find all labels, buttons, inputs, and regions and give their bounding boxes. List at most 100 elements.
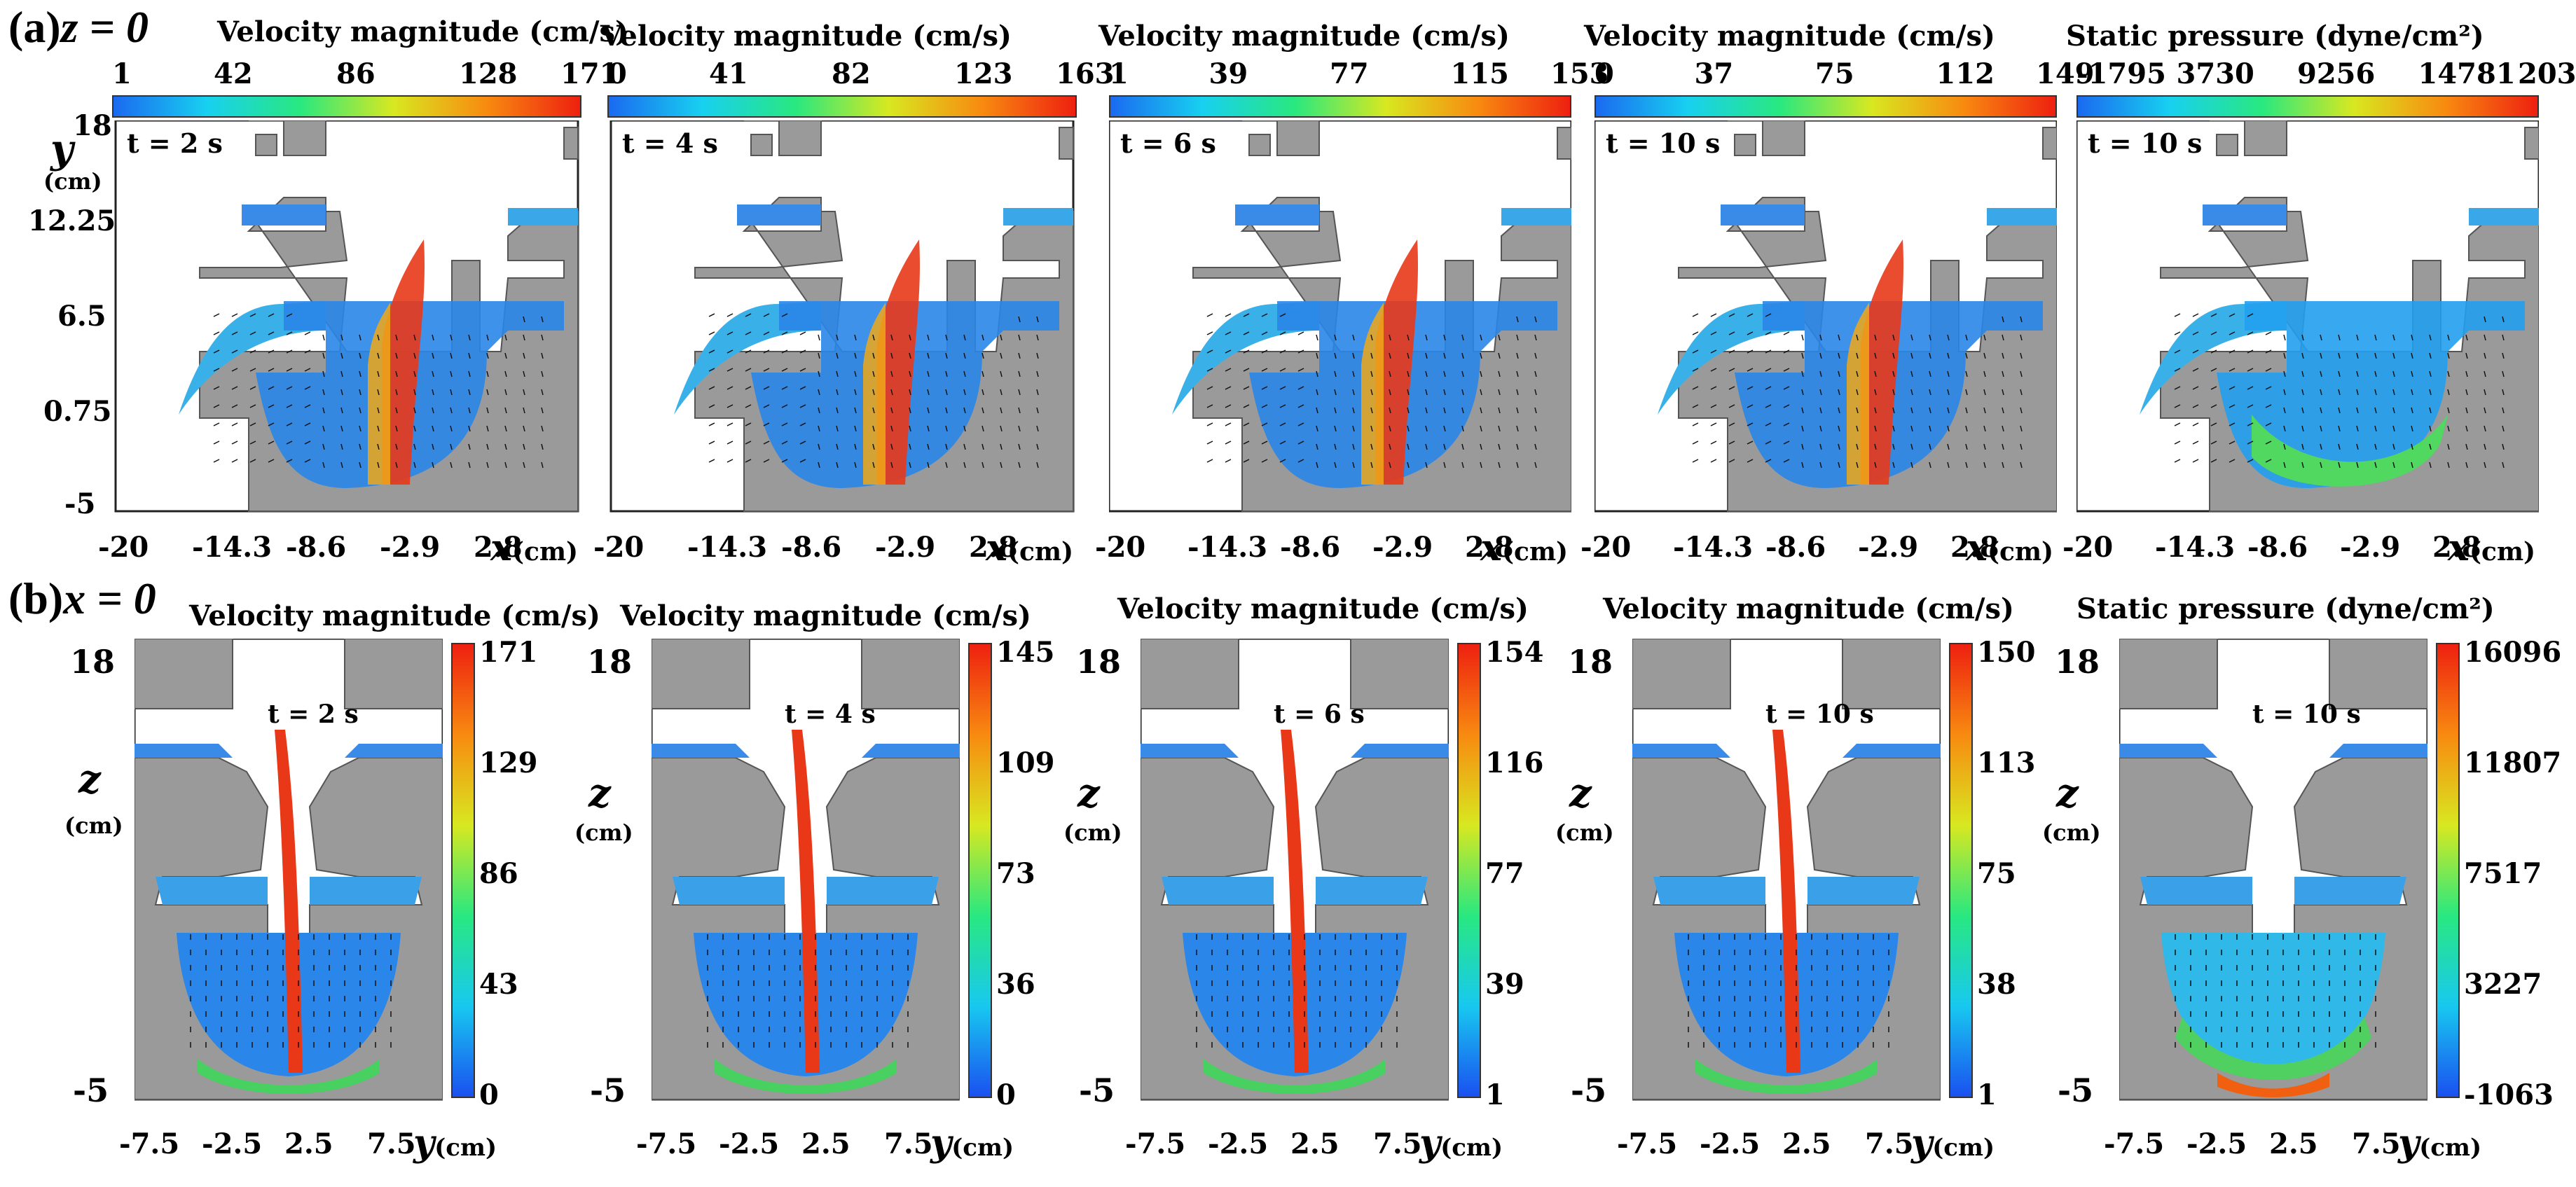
row-a-panel-3-colorbar <box>1109 95 1571 118</box>
row-a-panel-5-x-axis-label: x(cm) <box>2448 527 2535 569</box>
row-a-panel-1-x-tick-0: -20 <box>98 531 149 564</box>
row-b-panel-3-y-axis-label: y(cm) <box>1419 1122 1503 1165</box>
row-b-panel-1-y-axis-unit: (cm) <box>434 1134 497 1162</box>
row-a-panel-3-scale-label-1: 39 <box>1208 57 1248 90</box>
row-a-panel-5-x-tick-3: -2.9 <box>2340 531 2401 564</box>
row-b-label-text: (b) <box>8 574 64 623</box>
row-b-panel-5-scale-label-2: 7517 <box>2464 857 2542 890</box>
row-b-panel-1-fluid-field <box>135 730 443 1094</box>
row-b-panel-3-y-tick-3: 7.5 <box>1373 1127 1422 1160</box>
row-b-panel-2-scale-label-3: 36 <box>996 968 1035 1001</box>
row-a-panel-3-colorbar-title: Velocity magnitude (cm/s) <box>1098 20 1510 53</box>
row-a-y-axis-unit: (cm) <box>43 168 102 195</box>
row-a-panel-2-x-axis-unit: (cm) <box>1007 537 1074 567</box>
row-b-panel-3-time-label: t = 6 s <box>1274 700 1365 729</box>
row-b-panel-4-scale-label-1: 113 <box>1977 747 2036 779</box>
row-a-panel-5-contour-plot: t = 10 s <box>2076 120 2539 513</box>
row-a-panel-1-x-tick-2: -8.6 <box>286 531 347 564</box>
row-b-panel-5-colorbar-title: Static pressure (dyne/cm²) <box>2076 592 2495 625</box>
row-b-panel-5-z-axis-unit: (cm) <box>2042 819 2101 846</box>
row-b-panel-4-scale-label-0: 150 <box>1977 636 2036 669</box>
row-b-panel-4-scale-label-3: 38 <box>1977 968 2016 1001</box>
row-a-panel-4-x-axis-symbol: x <box>1966 527 1988 569</box>
row-b-panel-2-time-label: t = 4 s <box>785 700 876 729</box>
row-a-panel-1-x-tick-1: -14.3 <box>192 531 273 564</box>
row-b-panel-3-scale-label-0: 154 <box>1485 636 1544 669</box>
row-b-panel-2-scale-label-1: 109 <box>996 747 1055 779</box>
row-b-panel-5-y-tick-0: -7.5 <box>2104 1127 2165 1160</box>
row-b-panel-2-colorbar-title: Velocity magnitude (cm/s) <box>620 599 1031 632</box>
row-b-label: (b)x = 0 <box>8 573 156 625</box>
row-b-panel-3-y-tick-0: -7.5 <box>1125 1127 1186 1160</box>
row-b-panel-2-scale-label-0: 145 <box>996 636 1055 669</box>
row-b-panel-4-y-tick-3: 7.5 <box>1865 1127 1914 1160</box>
row-a-panel-4-time-label: t = 10 s <box>1606 127 1720 159</box>
row-a-panel-3-x-axis-label: x(cm) <box>1480 527 1568 569</box>
row-b-panel-5-scale-label-0: 16096 <box>2464 636 2562 669</box>
row-b-panel-2-y-axis-unit: (cm) <box>951 1134 1014 1162</box>
row-b-panel-2-y-axis-label: y(cm) <box>930 1122 1014 1165</box>
row-a-panel-4-scale-label-2: 75 <box>1815 57 1854 90</box>
row-b-panel-3-z-tick-top: 18 <box>1076 643 1122 681</box>
row-a-panel-3-x-tick-3: -2.9 <box>1372 531 1433 564</box>
row-b-panel-3-y-tick-1: -2.5 <box>1208 1127 1269 1160</box>
row-b-panel-1-y-tick-2: 2.5 <box>284 1127 333 1160</box>
row-b-panel-3-scale-label-4: 1 <box>1485 1078 1505 1111</box>
row-a-panel-3-scale-label-4: 153 <box>1550 57 1609 90</box>
row-a-panel-5-colorbar <box>2076 95 2539 118</box>
row-a-panel-1-scale-label-4: 171 <box>560 57 619 90</box>
row-a-panel-4-colorbar-title: Velocity magnitude (cm/s) <box>1584 20 1995 53</box>
row-a-panel-1-scale-label-2: 86 <box>336 57 376 90</box>
row-b-z-axis-label: z <box>78 756 101 803</box>
row-b-panel-2-scale-label-2: 73 <box>996 857 1035 890</box>
row-b-panel-4-z-axis-unit: (cm) <box>1555 819 1614 846</box>
row-b-panel-1-colorbar <box>451 643 475 1098</box>
row-a-panel-3-scale-label-3: 115 <box>1450 57 1510 90</box>
row-b-panel-1-contour-plot: t = 2 s <box>135 639 443 1101</box>
row-b-panel-4-contour-plot: t = 10 s <box>1632 639 1941 1101</box>
row-b-panel-4-z-tick-top: 18 <box>1568 643 1613 681</box>
row-b-panel-4-z-tick-bottom: -5 <box>1571 1071 1607 1109</box>
row-a-y-tick-4: -5 <box>64 487 96 520</box>
row-a-panel-4-x-tick-4: 2.8 <box>1950 531 1999 564</box>
row-a-y-tick-2: 6.5 <box>57 300 106 333</box>
row-a-panel-2-scale-label-2: 82 <box>832 57 871 90</box>
row-b-panel-2-y-axis-symbol: y <box>930 1122 952 1165</box>
row-b-panel-2-z-tick-top: 18 <box>587 643 633 681</box>
row-b-plane: x = 0 <box>63 574 156 623</box>
row-b-panel-5-y-tick-3: 7.5 <box>2352 1127 2401 1160</box>
row-b-panel-4-y-axis-unit: (cm) <box>1932 1134 1995 1162</box>
row-a-panel-5-colorbar-title: Static pressure (dyne/cm²) <box>2066 20 2484 53</box>
row-b-panel-3-colorbar <box>1457 643 1481 1098</box>
row-a-panel-3-x-tick-0: -20 <box>1095 531 1146 564</box>
row-a-panel-2-scale-label-0: 0 <box>607 57 627 90</box>
row-a-panel-3-scale-label-2: 77 <box>1330 57 1369 90</box>
row-a-panel-2-x-tick-3: -2.9 <box>875 531 936 564</box>
row-b-panel-5-scale-label-4: -1063 <box>2464 1078 2554 1111</box>
row-b-panel-5-contour-plot: t = 10 s <box>2119 639 2427 1101</box>
row-a-panel-1-scale-label-1: 42 <box>214 57 253 90</box>
row-b-panel-3-scale-label-2: 77 <box>1485 857 1524 890</box>
row-a-panel-3-time-label: t = 6 s <box>1120 127 1216 159</box>
row-a-panel-3-scale-label-0: 1 <box>1109 57 1129 90</box>
row-a-panel-5-scale-label-4: 20306 <box>2518 57 2576 90</box>
row-b-panel-4-scale-label-4: 1 <box>1977 1078 1997 1111</box>
row-b-panel-2-scale-label-4: 0 <box>996 1078 1016 1111</box>
row-b-panel-4-y-axis-symbol: y <box>1911 1122 1933 1165</box>
row-b-panel-5-y-axis-label: y(cm) <box>2398 1122 2481 1165</box>
row-b-panel-3-scale-label-1: 116 <box>1485 747 1544 779</box>
row-b-panel-4-colorbar-title: Velocity magnitude (cm/s) <box>1603 592 2014 625</box>
row-b-z-axis-unit: (cm) <box>64 812 123 839</box>
row-a-y-tick-1: 12.25 <box>28 204 116 237</box>
row-b-panel-1-time-label: t = 2 s <box>268 700 359 729</box>
row-a-panel-2-x-tick-2: -8.6 <box>781 531 842 564</box>
row-b-panel-4-y-tick-0: -7.5 <box>1617 1127 1678 1160</box>
row-a-panel-2-colorbar <box>607 95 1077 118</box>
row-b-panel-4-y-tick-1: -2.5 <box>1700 1127 1761 1160</box>
row-b-panel-5-y-tick-1: -2.5 <box>2186 1127 2247 1160</box>
row-a-panel-2-scale-label-1: 41 <box>709 57 748 90</box>
row-b-panel-4-y-tick-2: 2.5 <box>1782 1127 1831 1160</box>
row-a-panel-4-scale-label-0: 0 <box>1594 57 1614 90</box>
row-b-panel-3-z-axis-unit: (cm) <box>1063 819 1122 846</box>
row-a-panel-5-x-tick-0: -20 <box>2062 531 2114 564</box>
